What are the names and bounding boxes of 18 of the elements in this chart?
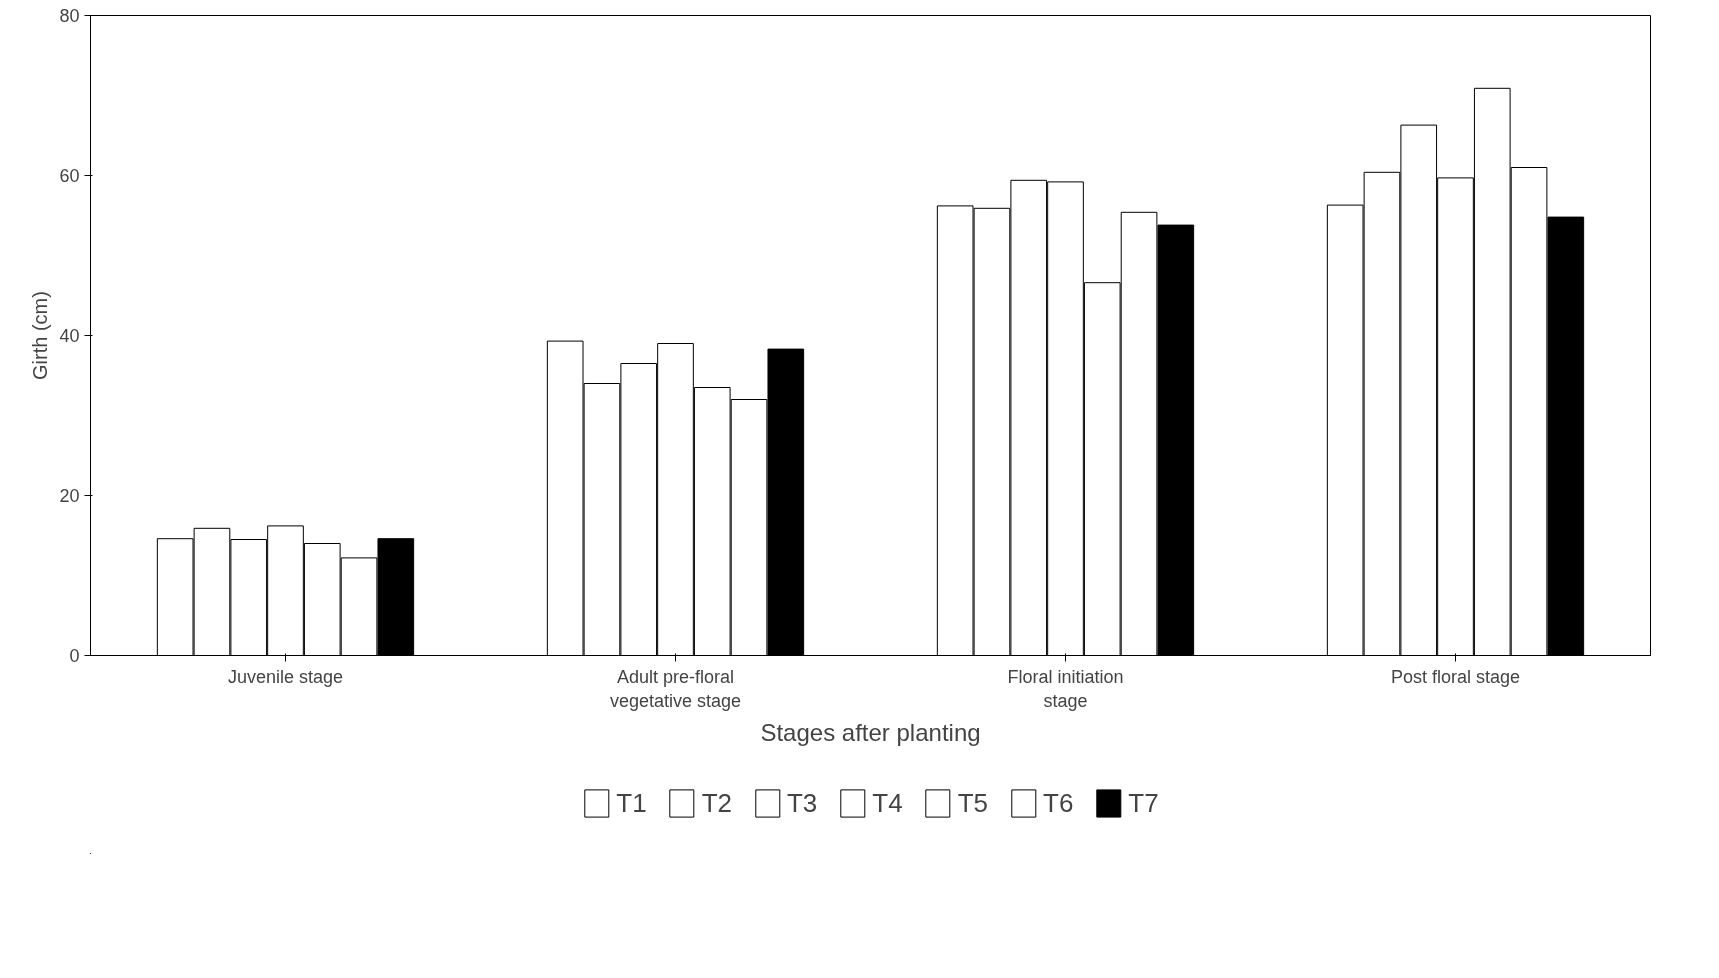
legend-label: T2 <box>701 787 732 819</box>
x-tick-label: Floral initiation stage <box>1007 666 1124 711</box>
y-tick-label: 40 <box>59 326 80 346</box>
legend-label: T1 <box>616 787 647 819</box>
x-axis-title: Stages after planting <box>760 718 981 746</box>
legend-label: T3 <box>786 787 818 819</box>
legend-label: T5 <box>957 787 989 819</box>
y-tick-label: 80 <box>59 6 80 26</box>
legend-label: T4 <box>872 787 903 819</box>
y-tick-label: 0 <box>69 646 80 666</box>
x-tick-label: Post floral stage <box>1390 666 1521 687</box>
legend-label: T7 <box>1128 787 1159 819</box>
y-axis-title: Girth (cm) <box>29 291 52 380</box>
y-tick-label: 60 <box>59 166 80 186</box>
x-tick-label: Juvenile stage <box>227 666 344 687</box>
legend-label: T6 <box>1043 787 1074 819</box>
y-tick-label: 20 <box>59 486 80 506</box>
x-tick-label: Adult pre-floral vegetative stage <box>609 666 742 711</box>
